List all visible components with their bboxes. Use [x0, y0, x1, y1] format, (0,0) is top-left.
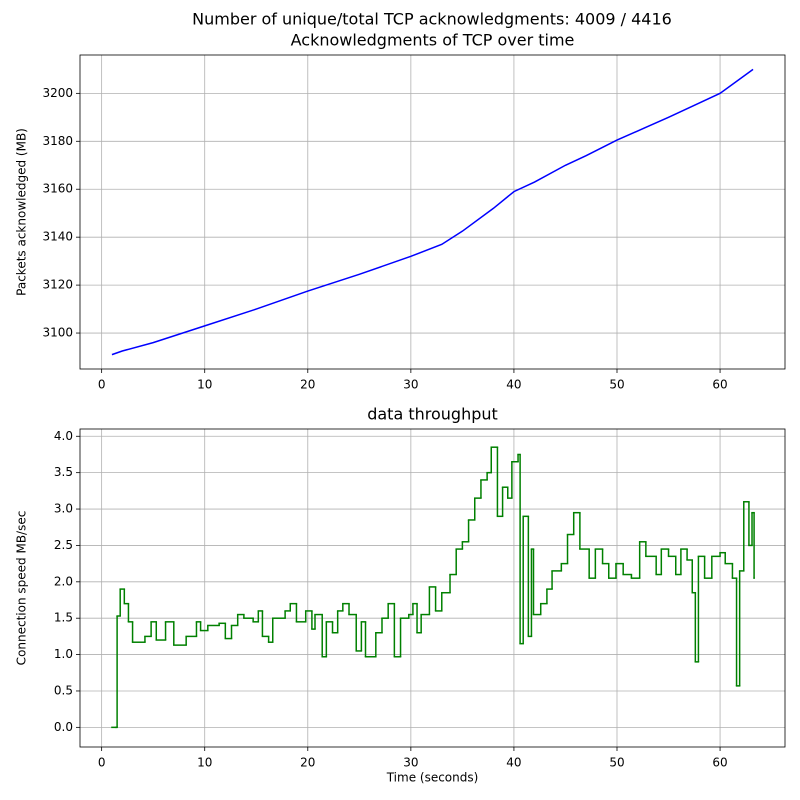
y-tick-label: 4.0: [54, 429, 73, 443]
y-tick-label: 3100: [42, 326, 73, 340]
y-tick-label: 0.5: [54, 683, 73, 697]
y-tick-label: 2.5: [54, 538, 73, 552]
x-tick-label: 40: [506, 378, 521, 392]
x-tick-label: 50: [609, 756, 624, 770]
y-tick-label: 3120: [42, 278, 73, 292]
y-tick-label: 3200: [42, 86, 73, 100]
x-tick-label: 20: [300, 378, 315, 392]
subplot: Acknowledgments of TCP over time 0 10 20 30 4…: [15, 31, 786, 392]
x-tick-label: 10: [197, 378, 212, 392]
x-tick-label: 0: [98, 378, 106, 392]
y-tick-label: 3180: [42, 134, 73, 148]
x-tick-label: 30: [403, 378, 418, 392]
x-tick-label: 40: [506, 756, 521, 770]
x-tick-label: 60: [712, 378, 727, 392]
y-tick-label: 1.0: [54, 647, 73, 661]
plot-frame: [79, 54, 786, 370]
subplot-title: Acknowledgments of TCP over time: [291, 31, 575, 50]
y-axis-label: Packets acknowledged (MB): [15, 128, 29, 296]
x-tick-label: 0: [98, 756, 106, 770]
x-axis-label: Time (seconds): [386, 771, 479, 785]
y-axis-label: Connection speed MB/sec: [15, 511, 29, 666]
y-tick-label: 1.5: [54, 611, 73, 625]
plot-frame: [79, 428, 786, 748]
subplot: data throughput 0 10 20 30 40 50 60 0.0 0.5 1.0 1.5…: [15, 405, 786, 785]
x-tick-label: 10: [197, 756, 212, 770]
y-tick-label: 0.0: [54, 720, 73, 734]
y-tick-label: 3160: [42, 182, 73, 196]
x-tick-label: 20: [300, 756, 315, 770]
y-tick-label: 3.0: [54, 502, 73, 516]
line: [111, 68, 754, 356]
y-tick-label: 3.5: [54, 465, 73, 479]
x-tick-label: 50: [609, 378, 624, 392]
y-tick-label: 3140: [42, 230, 73, 244]
x-tick-label: 30: [403, 756, 418, 770]
figure-title: Number of unique/total TCP acknowledgmen…: [192, 10, 672, 29]
x-tick-label: 60: [712, 756, 727, 770]
subplot-title: data throughput: [367, 405, 498, 424]
y-tick-label: 2.0: [54, 574, 73, 588]
